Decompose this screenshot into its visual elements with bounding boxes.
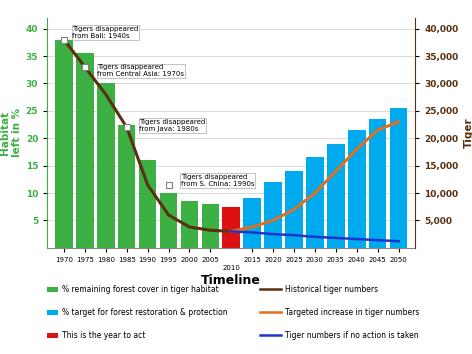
- Text: This is the year to act: This is the year to act: [62, 331, 146, 340]
- Text: Tiger numbers if no action is taken: Tiger numbers if no action is taken: [285, 331, 418, 340]
- Text: Timeline: Timeline: [202, 274, 261, 287]
- Bar: [369, 119, 387, 248]
- Bar: [244, 199, 261, 248]
- Bar: [264, 182, 282, 248]
- Text: Tigers disappeared
from Central Asia: 1970s: Tigers disappeared from Central Asia: 19…: [97, 64, 185, 77]
- Bar: [160, 193, 177, 248]
- Text: Tigers disappeared
from Java: 1980s: Tigers disappeared from Java: 1980s: [139, 119, 205, 132]
- Bar: [222, 207, 240, 248]
- Bar: [118, 125, 135, 248]
- Text: % target for forest restoration & protection: % target for forest restoration & protec…: [62, 308, 228, 317]
- Bar: [97, 84, 115, 248]
- Bar: [327, 144, 345, 248]
- Text: 2010: 2010: [222, 265, 240, 271]
- Y-axis label: Tiger
Population: Tiger Population: [464, 101, 472, 165]
- Bar: [139, 160, 156, 248]
- Bar: [390, 108, 407, 248]
- Text: Tigers disappeared
from Bali: 1940s: Tigers disappeared from Bali: 1940s: [72, 26, 139, 39]
- Text: Historical tiger numbers: Historical tiger numbers: [285, 285, 378, 294]
- Text: Targeted increase in tiger numbers: Targeted increase in tiger numbers: [285, 308, 419, 317]
- Bar: [202, 204, 219, 248]
- Bar: [348, 130, 366, 248]
- Text: Tigers disappeared
from S. China: 1990s: Tigers disappeared from S. China: 1990s: [181, 174, 255, 187]
- Bar: [306, 158, 324, 248]
- Bar: [181, 201, 198, 248]
- Bar: [285, 171, 303, 248]
- Bar: [55, 40, 73, 248]
- Text: % remaining forest cover in tiger habitat: % remaining forest cover in tiger habita…: [62, 285, 219, 294]
- Bar: [76, 53, 93, 248]
- Y-axis label: Habitat
left in %: Habitat left in %: [0, 108, 22, 157]
